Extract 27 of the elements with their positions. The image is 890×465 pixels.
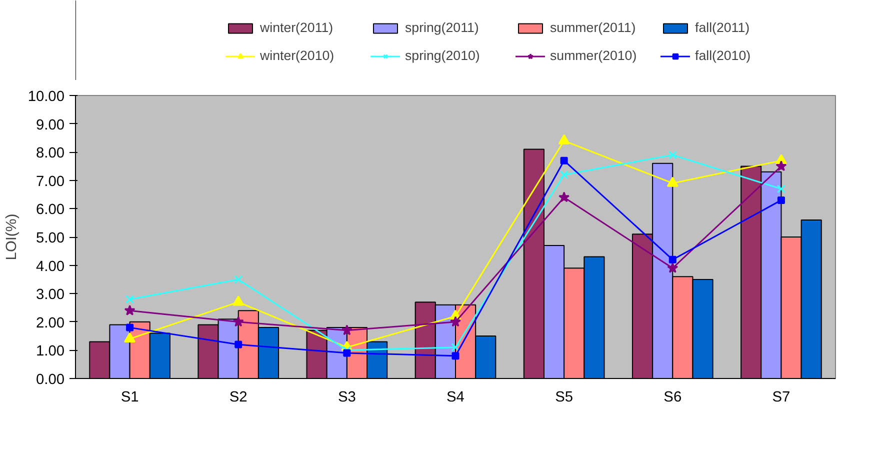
y-tick-label: 1.00: [36, 344, 65, 360]
x-tick-label: S6: [664, 390, 682, 406]
x-tick-label: S2: [229, 390, 248, 406]
y-tick-label: 0.00: [36, 372, 65, 388]
legend-label: winter(2011): [260, 20, 334, 35]
legend-label: spring(2011): [405, 20, 480, 35]
y-axis-title: LOI(%): [4, 214, 20, 260]
y-tick-label: 10.00: [28, 89, 65, 105]
y-tick-label: 5.00: [36, 230, 65, 246]
x-tick-label: S7: [772, 390, 790, 406]
y-tick-label: 3.00: [36, 287, 65, 304]
y-tick-label: 4.00: [36, 258, 65, 275]
legend-label: fall(2010): [695, 48, 752, 63]
y-tick-label: 8.00: [36, 146, 65, 162]
legend-label: summer(2011): [550, 20, 637, 35]
legend-label: spring(2010): [405, 48, 481, 63]
x-tick-label: S1: [120, 390, 139, 406]
x-tick-label: S5: [555, 390, 574, 406]
y-tick-label: 6.00: [36, 202, 65, 218]
legend-label: fall(2011): [695, 20, 751, 35]
y-tick-label: 7.00: [36, 174, 65, 190]
x-tick-label: S4: [446, 390, 464, 406]
legend-label: summer(2010): [550, 48, 638, 63]
x-tick-label: S3: [338, 390, 356, 406]
legend-label: winter(2010): [260, 48, 336, 63]
y-tick-label: 9.00: [36, 117, 65, 134]
y-tick-label: 2.00: [36, 315, 65, 332]
